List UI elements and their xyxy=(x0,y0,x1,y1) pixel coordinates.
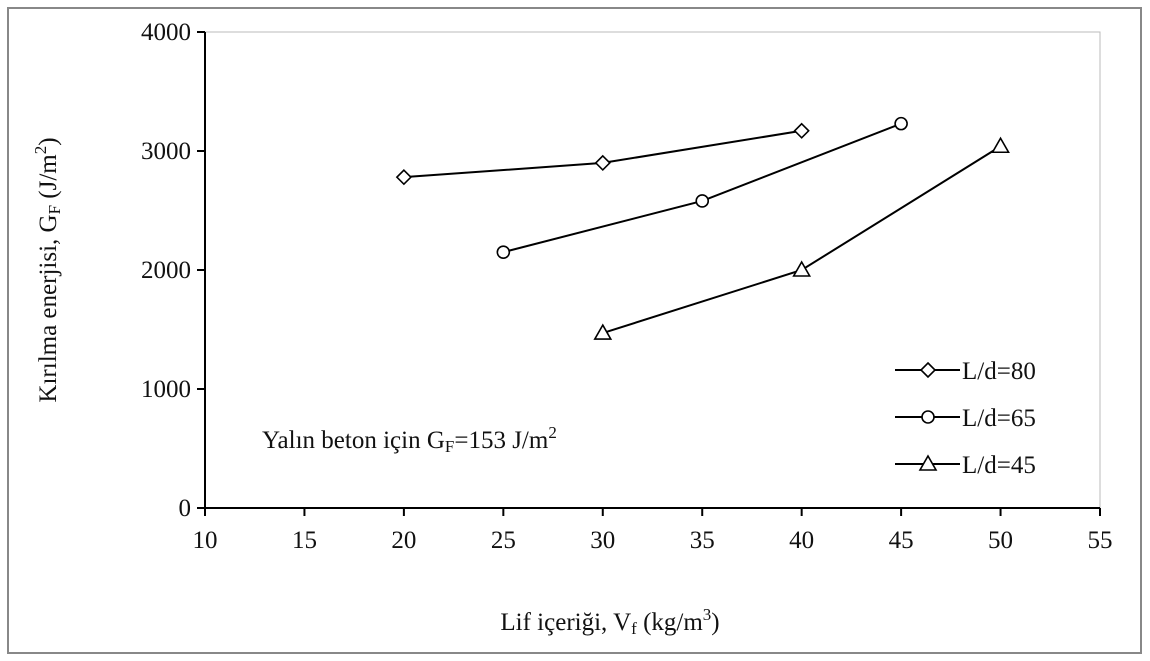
marker xyxy=(793,122,810,139)
x-axis-label-part: Lif içeriği, V xyxy=(500,609,631,636)
y-tick-label: 4000 xyxy=(141,19,191,46)
x-tick-label: 55 xyxy=(1088,527,1113,554)
x-tick-label: 45 xyxy=(889,527,914,554)
legend-marker xyxy=(918,454,938,471)
legend-marker xyxy=(919,361,937,379)
series-line xyxy=(602,145,1002,335)
x-tick-label: 30 xyxy=(590,527,615,554)
marker xyxy=(792,260,812,277)
y-axis-label-part: ) xyxy=(35,137,62,145)
x-axis-label-part: 3 xyxy=(703,605,712,624)
marker xyxy=(991,136,1010,154)
annotation-part: Yalın beton için G xyxy=(262,427,445,454)
y-axis-label-part: Kırılma enerjisi, G xyxy=(35,214,62,402)
y-axis-label: Kırılma enerjisi, GF (J/m2) xyxy=(31,137,64,402)
x-tick-label: 25 xyxy=(491,527,516,554)
x-tick-label: 50 xyxy=(988,527,1013,554)
x-axis-label-part: ) xyxy=(711,609,719,636)
y-axis-label-part: F xyxy=(45,205,64,214)
marker xyxy=(395,169,413,186)
marker xyxy=(593,323,613,340)
frame xyxy=(7,7,1142,654)
x-axis-label-part: f xyxy=(631,619,637,638)
y-tick-label: 0 xyxy=(179,495,192,522)
x-axis-label-part: (kg/m xyxy=(637,609,704,636)
legend-label: L/d=80 xyxy=(962,358,1036,385)
legend-label: L/d=45 xyxy=(962,452,1036,479)
x-axis-label: Lif içeriği, Vf (kg/m3) xyxy=(500,605,719,638)
marker xyxy=(496,245,511,259)
marker xyxy=(594,154,611,172)
y-tick-label: 2000 xyxy=(141,257,191,284)
y-axis-label-part: 2 xyxy=(31,146,50,155)
y-axis-label-part: (J/m xyxy=(35,154,62,205)
series-line xyxy=(503,122,902,254)
x-tick-label: 10 xyxy=(193,527,218,554)
marker xyxy=(894,116,908,131)
legend-label: L/d=65 xyxy=(962,405,1036,432)
x-tick-label: 35 xyxy=(690,527,715,554)
annotation: Yalın beton için GF=153 J/m2 xyxy=(262,423,557,456)
legend-marker xyxy=(921,410,935,424)
marker xyxy=(695,194,710,208)
x-tick-label: 15 xyxy=(292,527,317,554)
y-tick-label: 3000 xyxy=(141,138,191,165)
y-tick-label: 1000 xyxy=(141,376,191,403)
annotation-part: F xyxy=(445,437,454,456)
x-tick-label: 20 xyxy=(391,527,416,554)
annotation-part: =153 J/m xyxy=(454,427,549,454)
annotation-part: 2 xyxy=(548,423,557,442)
x-tick-label: 40 xyxy=(789,527,814,554)
